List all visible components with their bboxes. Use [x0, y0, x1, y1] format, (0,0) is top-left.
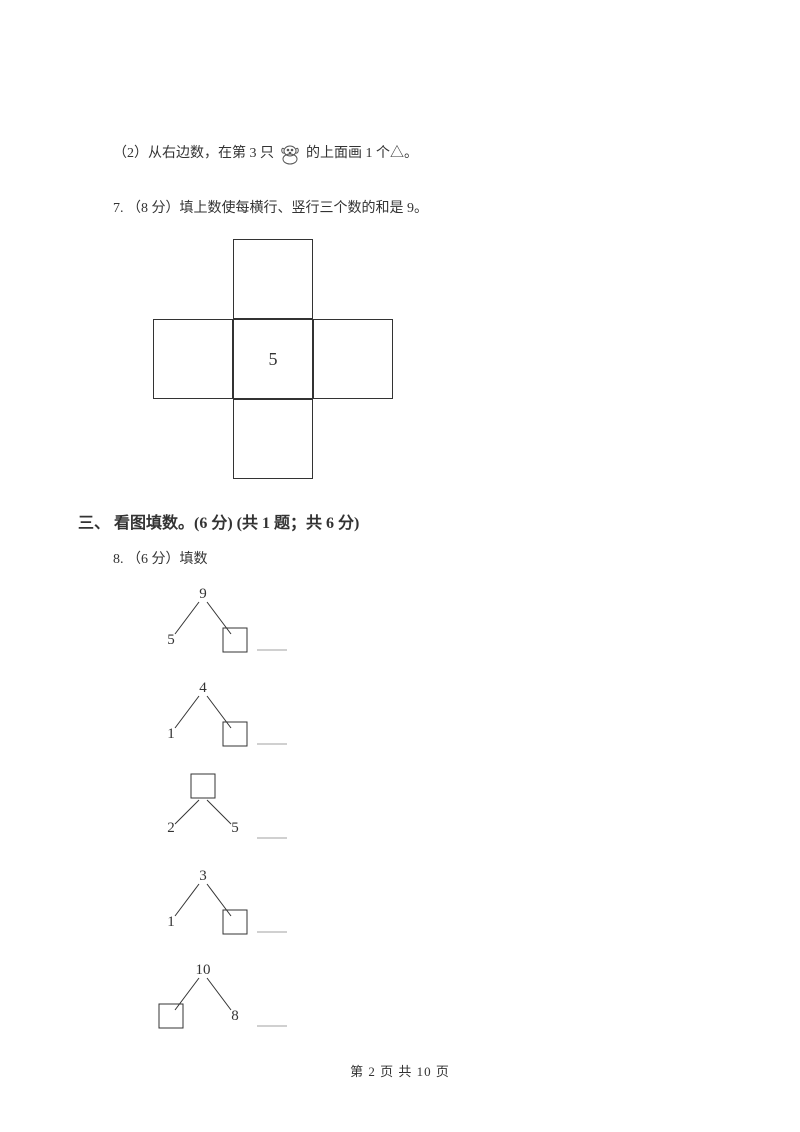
- svg-text:9: 9: [199, 586, 207, 602]
- svg-text:1: 1: [167, 726, 175, 742]
- number-bond-tree: 41: [143, 678, 687, 760]
- number-bond-tree: 31: [143, 866, 687, 948]
- grid-right: [313, 319, 393, 399]
- grid-bottom: [233, 399, 313, 479]
- svg-text:5: 5: [231, 820, 239, 836]
- number-bond-tree: 10 8: [143, 960, 687, 1042]
- svg-text:4: 4: [199, 680, 207, 696]
- page-footer: 第 2 页 共 10 页: [0, 1061, 800, 1080]
- question-7-text: 7. （8 分）填上数使每横行、竖行三个数的和是 9。: [113, 198, 687, 219]
- section-3-title: 三、 看图填数。(6 分) (共 1 题；共 6 分): [78, 509, 687, 533]
- trees-container: 95412531108: [113, 584, 687, 1042]
- svg-text:8: 8: [231, 1008, 239, 1024]
- question-8-text: 8. （6 分）填数: [113, 549, 687, 570]
- svg-text:5: 5: [167, 632, 175, 648]
- svg-text:10: 10: [196, 962, 211, 978]
- q2-suffix: 的上面画 1 个△。: [306, 143, 418, 164]
- grid-top: [233, 239, 313, 319]
- number-bond-tree: 25: [143, 772, 687, 854]
- dog-icon: [276, 140, 304, 166]
- svg-text:1: 1: [167, 914, 175, 930]
- question-2-line: （2）从右边数，在第 3 只 的上面画 1 个△。: [113, 140, 687, 166]
- number-bond-tree: 95: [143, 584, 687, 666]
- grid-left: [153, 319, 233, 399]
- grid-center: 5: [233, 319, 313, 399]
- q2-prefix: （2）从右边数，在第 3 只: [113, 143, 274, 164]
- svg-text:2: 2: [167, 820, 175, 836]
- svg-text:3: 3: [199, 868, 207, 884]
- plus-grid: 5: [153, 239, 393, 479]
